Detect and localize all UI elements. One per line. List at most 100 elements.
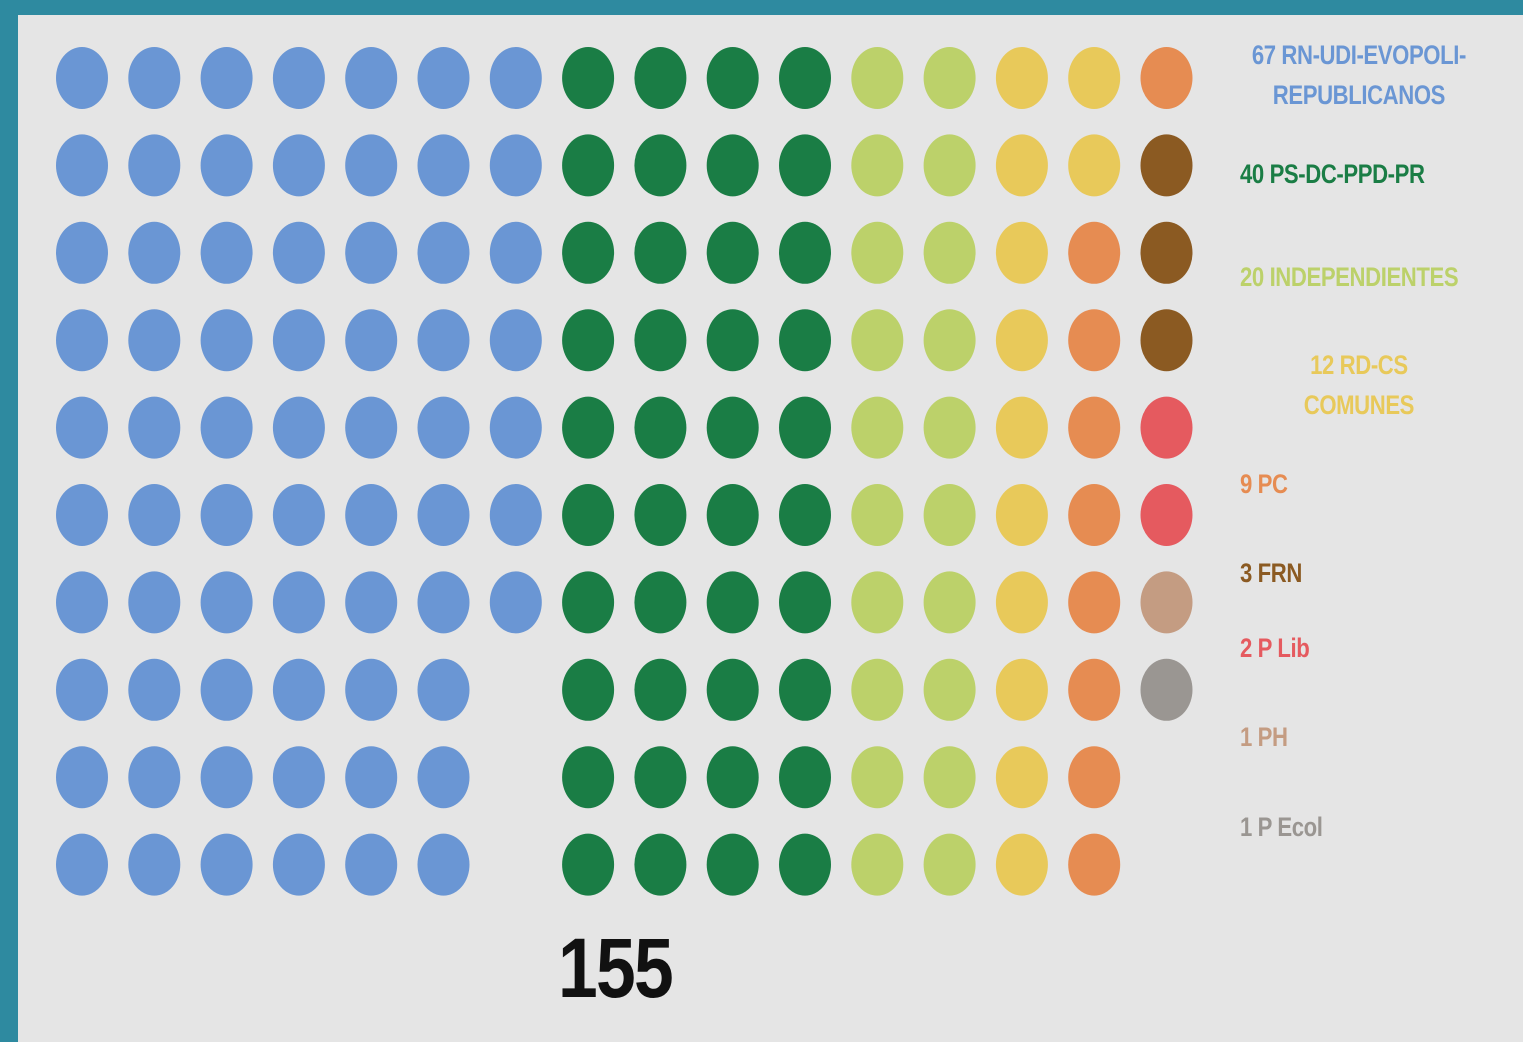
seat-dot [128,571,181,634]
seat-dot [417,484,470,546]
seat-dot [345,746,398,809]
seat-dot [345,221,398,284]
legend-value: 20 [1240,262,1264,292]
legend-name: INDEPENDIENTES [1269,262,1459,292]
legend-entry: 20 INDEPENDIENTES [1240,255,1478,300]
seat-dot [562,484,615,546]
seat-dot [345,484,398,546]
seat-dot [851,484,904,546]
seat-dot [272,484,325,546]
legend-name: PC [1257,469,1288,499]
seat-dot [779,396,831,459]
seat-dot [56,484,108,546]
seat-dot [562,571,615,634]
seat-dot [272,658,325,721]
total: 155 [557,921,674,1015]
seat-dot [706,571,759,634]
seat-dot [272,833,325,896]
legend-value: 1 [1240,722,1252,752]
legend-entry: 3 FRN [1240,551,1478,596]
panel [18,15,1523,1042]
seat-dot [345,309,398,372]
seat-dot [417,571,470,634]
seat-dot [562,746,615,809]
seat-dot [923,746,976,809]
seat-dot [272,47,325,109]
seat-dot [345,134,398,197]
seat-dot [200,746,253,809]
seat-dot [706,658,759,721]
seat-dot [272,221,325,284]
legend-value: 2 [1240,633,1252,663]
seat-dot [562,396,615,459]
legend-name: P Lib [1257,633,1310,663]
seat-dot [56,47,108,109]
seat-dot [923,134,976,197]
seat-dot [851,571,904,634]
seat-dot [1068,47,1121,109]
seat-dot [1068,746,1121,809]
seat-dot [417,746,470,809]
seat-dot [634,484,687,546]
seat-dot [1140,396,1193,459]
seat-dot [634,571,687,634]
seat-dot [345,833,398,896]
seat-dot [1068,658,1121,721]
legend-entry: 9 PC [1240,462,1478,507]
seat-dot [706,833,759,896]
seat-dot [1068,571,1121,634]
legend-value: 9 [1240,469,1252,499]
legend-value: 12 [1310,350,1334,380]
seat-dot [417,396,470,459]
seat-dot [56,134,108,197]
legend-entry: 67 RN-UDI-EVOPOLI- REPUBLICANOS [1240,35,1478,115]
legend-name: RD-CS COMUNES [1303,350,1415,420]
seat-dot [995,396,1048,459]
seat-dot [345,396,398,459]
seat-dot [200,134,253,197]
seat-dot [489,47,542,109]
seat-dot [923,484,976,546]
seat-dot [272,134,325,197]
seat-dot [562,47,615,109]
seat-dot [995,309,1048,372]
seat-dot [995,47,1048,109]
seat-dot [562,309,615,372]
seat-dot [272,396,325,459]
seat-dot [634,134,687,197]
legend-entry: 2 P Lib [1240,626,1478,671]
seat-dot [1140,571,1193,634]
seat-dot [923,833,976,896]
seat-dot [851,309,904,372]
seat-dot [417,833,470,896]
seat-dot [706,47,759,109]
legend-name: P Ecol [1257,812,1323,842]
seat-dot [779,134,831,197]
seat-dot [562,221,615,284]
seat-dot [1068,221,1121,284]
seat-dot [1140,658,1193,721]
seat-dot [128,658,181,721]
seat-dot [779,833,831,896]
seat-dot [851,833,904,896]
seat-dot [128,396,181,459]
seat-dot [779,746,831,809]
seat-dot [995,746,1048,809]
seat-dot [56,221,108,284]
seat-dot [923,658,976,721]
seat-dot [200,571,253,634]
seat-dot [779,658,831,721]
seat-dot [200,484,253,546]
seat-dot [923,221,976,284]
seat-dot [995,571,1048,634]
seat-dot [272,309,325,372]
seat-dot [995,484,1048,546]
seat-dot [56,658,108,721]
seat-dot [128,833,181,896]
seat-dot [128,746,181,809]
seat-dot [200,833,253,896]
seat-dot [779,571,831,634]
seat-dot [851,746,904,809]
seat-dot [634,309,687,372]
